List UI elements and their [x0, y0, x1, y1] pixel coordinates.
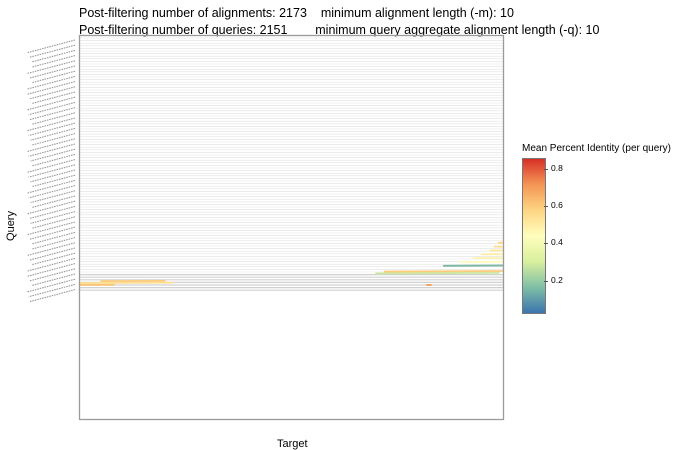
query-tick-label	[26, 96, 76, 111]
query-tick-label	[31, 91, 76, 105]
query-tick-label	[31, 252, 76, 266]
legend-tick-mark	[544, 206, 548, 208]
query-tick-label	[32, 237, 76, 250]
query-tick-label	[29, 44, 76, 58]
y-axis-label: Query	[4, 211, 17, 241]
query-tick-label	[31, 49, 76, 63]
alignment-segments	[79, 241, 504, 286]
query-tick-label	[29, 65, 76, 79]
legend-tick-mark	[544, 243, 548, 245]
alignment-segment	[383, 270, 504, 273]
query-tick-label	[28, 164, 76, 178]
query-tick-label	[27, 60, 76, 74]
query-tick-label	[31, 70, 76, 84]
query-tick-label	[31, 231, 76, 245]
query-tick-label	[28, 185, 76, 199]
query-tick-label	[29, 289, 76, 303]
alignment-segment	[375, 271, 500, 275]
legend-tick-label: 0.8	[551, 163, 563, 174]
num-alignments-text: Post-filtering number of alignments: 217…	[79, 6, 307, 20]
query-tick-label	[32, 174, 76, 188]
num-queries-text: Post-filtering number of queries: 2151	[79, 23, 288, 37]
legend-title: Mean Percent Identity (per query)	[522, 143, 671, 154]
query-tick-label	[29, 226, 76, 240]
min-alignment-length-text: minimum alignment length (-m): 10	[320, 6, 514, 20]
query-tick-label	[31, 112, 76, 125]
query-tick-label	[28, 122, 76, 137]
query-tick-label	[27, 39, 76, 54]
query-tick-label	[30, 148, 76, 162]
query-tick-label	[32, 216, 76, 229]
min-query-aggregate-text: minimum query aggregate alignment length…	[315, 23, 600, 37]
x-axis-label: Target	[277, 438, 308, 450]
legend-colorbar	[522, 158, 546, 314]
query-tick-labels	[26, 39, 76, 303]
query-tick-label	[29, 205, 76, 220]
query-tick-label	[29, 86, 76, 100]
legend-tick-mark	[544, 169, 548, 171]
query-tick-label	[27, 242, 76, 256]
query-tick-label	[29, 247, 76, 261]
header-line-2: Post-filtering number of queries: 2151 m…	[79, 23, 599, 37]
query-tick-label	[32, 153, 76, 167]
query-tick-label	[26, 75, 76, 90]
query-tick-label	[29, 268, 76, 282]
query-tick-label	[32, 55, 76, 68]
query-tick-label	[26, 138, 76, 153]
query-tick-label	[26, 159, 76, 173]
legend-tick-label: 0.4	[551, 237, 563, 248]
query-tick-label	[28, 143, 76, 157]
query-tick-label	[29, 107, 76, 121]
header-line-1: Post-filtering number of alignments: 217…	[79, 6, 514, 20]
legend-tick-mark	[544, 280, 548, 282]
query-tick-label	[30, 211, 76, 224]
query-tick-label	[28, 283, 76, 298]
query-tick-label	[27, 200, 76, 215]
query-tick-label	[27, 179, 76, 194]
query-tick-label	[30, 169, 76, 183]
query-tick-label	[27, 81, 76, 95]
query-tick-label	[26, 278, 76, 293]
legend-tick-label: 0.6	[551, 200, 563, 211]
plot-panel-border	[78, 34, 505, 421]
legend-tick-label: 0.2	[551, 274, 563, 285]
query-tick-label	[27, 263, 76, 277]
plot-grid	[80, 37, 503, 291]
query-tick-label	[32, 195, 76, 208]
query-tick-label	[28, 101, 76, 116]
query-tick-label	[31, 133, 76, 146]
query-tick-label	[26, 257, 76, 272]
query-tick-label	[30, 127, 76, 141]
query-tick-label	[26, 117, 76, 132]
query-tick-label	[30, 190, 76, 204]
query-tick-label	[27, 221, 76, 236]
query-tick-label	[31, 273, 76, 287]
